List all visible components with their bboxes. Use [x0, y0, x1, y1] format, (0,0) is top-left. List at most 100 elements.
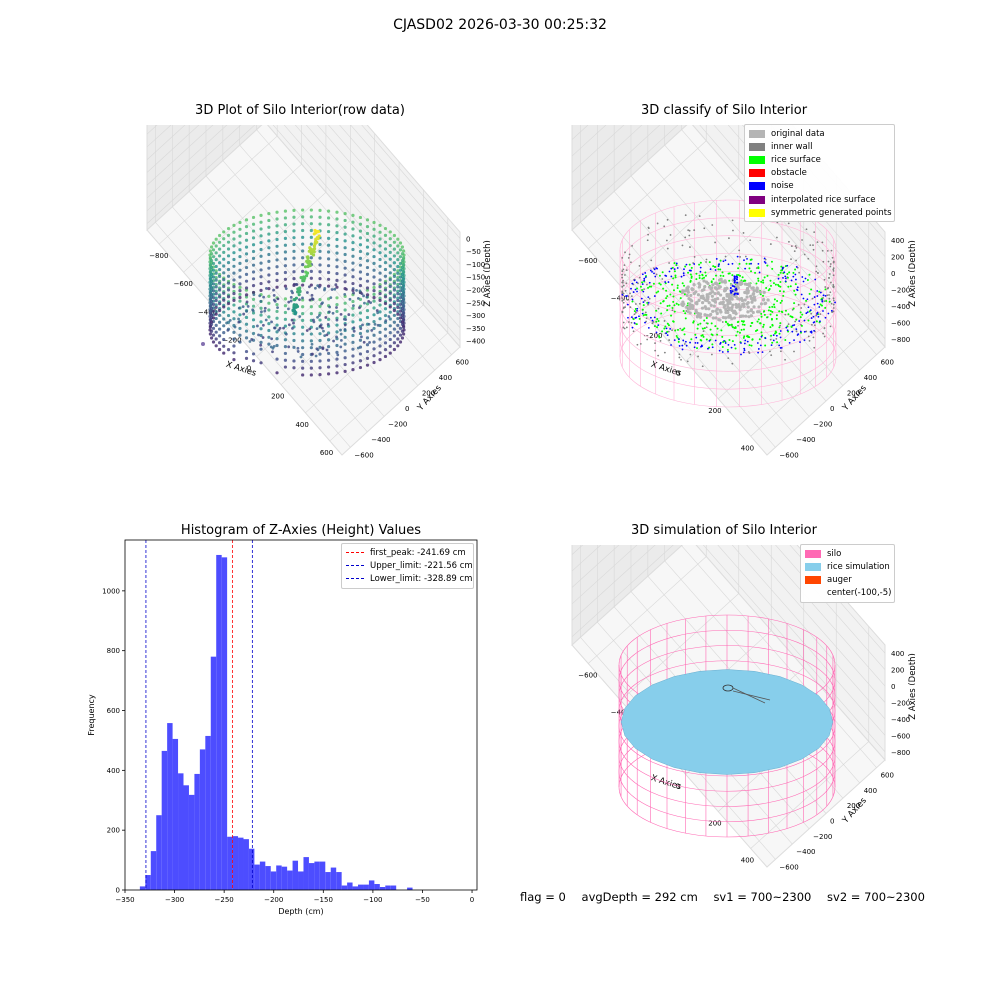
data-point: [383, 354, 388, 359]
rice-surface-point: [757, 277, 760, 280]
inner-wall-point: [829, 265, 832, 268]
noise-point: [625, 295, 627, 297]
data-point: [372, 347, 376, 351]
data-point: [396, 310, 400, 314]
noise-point: [744, 267, 747, 270]
classify-3d-plot[interactable]: −600−400−2000200400−600−400−200020040060…: [555, 125, 915, 465]
data-point: [283, 317, 288, 321]
data-point: [211, 326, 216, 330]
noise-point: [635, 316, 638, 319]
histogram-bar: [341, 885, 348, 890]
noise-point: [707, 347, 709, 350]
data-point: [306, 291, 309, 294]
rice-surface-point: [726, 322, 729, 325]
data-point: [208, 310, 212, 314]
data-point: [292, 303, 296, 308]
noise-point: [813, 296, 816, 298]
inner-wall-point: [832, 307, 835, 309]
data-point: [275, 285, 279, 289]
noise-point: [633, 279, 636, 282]
original-data-point: [700, 306, 705, 310]
data-point: [365, 343, 370, 347]
grid-line: [283, 125, 461, 329]
noise-point: [680, 275, 683, 278]
legend-entry-inner-wall: inner wall: [749, 140, 890, 153]
rice-surface-point: [648, 285, 651, 288]
inner-wall-point: [681, 244, 684, 247]
original-data-point: [746, 305, 750, 309]
data-point: [400, 286, 405, 290]
noise-point: [798, 320, 801, 322]
data-point: [327, 310, 331, 314]
noise-point: [621, 293, 624, 296]
data-point: [383, 261, 388, 265]
noise-point: [756, 342, 759, 344]
rice-surface-point: [655, 309, 658, 312]
x-axis-label: Depth (cm): [278, 907, 323, 916]
grid-line: [146, 125, 242, 212]
data-point: [251, 215, 256, 220]
rice-surface-point: [699, 261, 702, 264]
noise-point: [791, 324, 794, 327]
rice-surface-point: [700, 334, 703, 337]
original-data-point: [745, 282, 749, 287]
data-point: [251, 290, 256, 295]
noise-point: [742, 351, 745, 354]
x-tick-label: −200: [643, 332, 662, 340]
data-point: [222, 264, 226, 268]
data-point: [214, 310, 218, 314]
data-point: [309, 235, 313, 239]
original-data-point: [707, 301, 711, 305]
inner-wall-point: [631, 245, 634, 247]
data-point: [291, 308, 295, 313]
inner-wall-point: [795, 247, 798, 249]
rice-surface-point: [673, 304, 676, 307]
data-point: [343, 349, 347, 353]
inner-wall-point: [731, 362, 734, 365]
rice-surface-point: [659, 302, 662, 305]
z-tick-label: −400: [466, 338, 485, 346]
data-point: [209, 299, 214, 304]
rice-surface-point: [690, 276, 693, 279]
noise-point: [684, 340, 687, 343]
original-data-point: [711, 283, 715, 287]
original-data-point: [722, 296, 726, 300]
data-point: [372, 220, 376, 225]
data-point: [318, 208, 322, 213]
data-point: [343, 246, 347, 250]
rice-surface-point: [683, 327, 686, 330]
original-data-point: [739, 305, 743, 309]
rice-surface-point: [658, 282, 661, 285]
original-data-point: [727, 306, 731, 310]
data-point: [267, 294, 271, 298]
noise-point: [740, 342, 742, 344]
data-point: [339, 328, 342, 332]
rice-surface-point: [718, 282, 721, 285]
original-data-point: [685, 293, 689, 298]
original-data-point: [734, 311, 738, 316]
noise-point: [675, 262, 678, 265]
data-point: [318, 332, 322, 336]
original-data-point: [749, 309, 753, 313]
data-point: [365, 218, 370, 222]
noise-point: [784, 277, 787, 280]
data-point: [226, 281, 231, 285]
data-point: [238, 289, 242, 293]
original-data-point: [703, 285, 707, 289]
rice-surface-point: [635, 323, 638, 326]
data-point: [365, 309, 370, 313]
noise-point: [806, 311, 809, 314]
histogram-chart[interactable]: −350 −300 −250 −200 −150 −100 −50 0020040060080…: [80, 535, 490, 920]
z-tick-label: −150: [466, 274, 485, 282]
rice-surface-point: [675, 264, 678, 267]
data-point: [326, 229, 331, 234]
data-point: [261, 336, 265, 339]
noise-point: [696, 342, 699, 344]
data-point: [222, 237, 226, 241]
inner-wall-point: [702, 330, 705, 332]
rice-surface-point: [734, 347, 737, 350]
data-point: [218, 240, 222, 244]
rice-surface-point: [736, 321, 739, 324]
data-point: [378, 285, 382, 289]
